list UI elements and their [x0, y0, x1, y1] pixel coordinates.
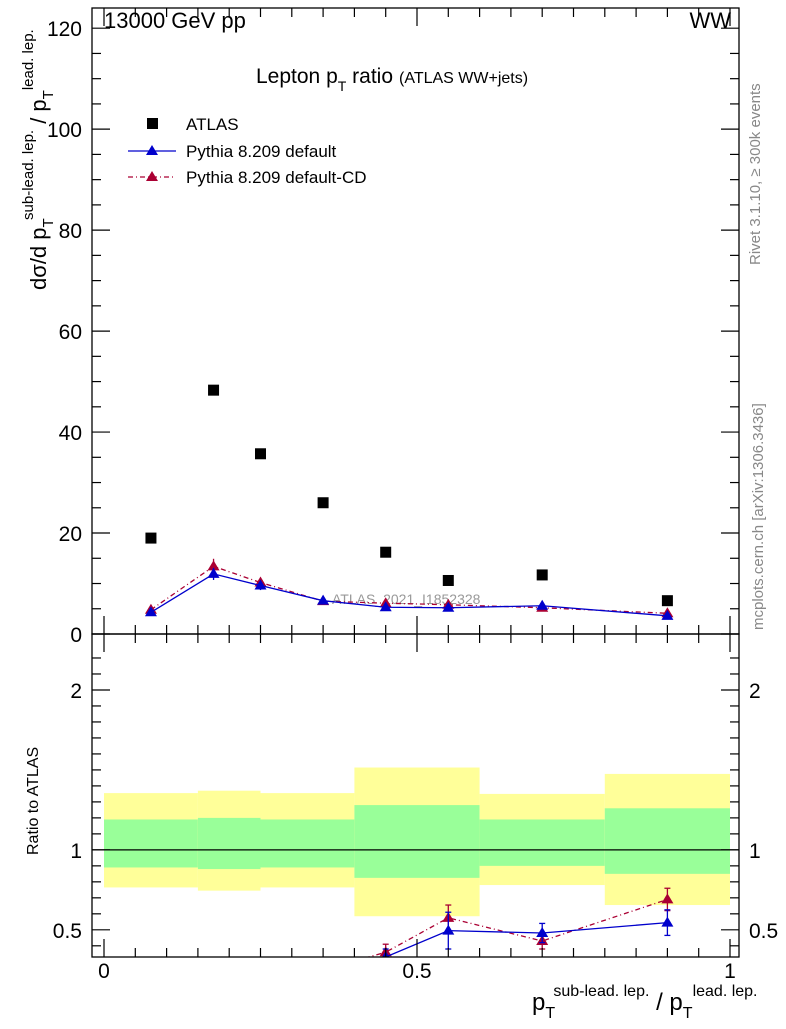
- x-axis-label-sup2: lead. lep.: [693, 983, 758, 1000]
- pythia-cd-ratio-point: [661, 893, 674, 904]
- pythia-default-ratio-point: [208, 964, 220, 974]
- atlas-point: [380, 546, 392, 558]
- ratio-tick-label-right: 2: [749, 680, 761, 703]
- x-axis-label-sub: T: [545, 1005, 555, 1022]
- x-tick-label: 1: [724, 960, 736, 983]
- band-inner: [104, 819, 198, 868]
- y-tick-label: 120: [47, 18, 82, 41]
- pythia-default-point: [207, 567, 220, 578]
- pythia-default-point: [442, 601, 455, 612]
- pythia-cd-ratio-point: [317, 964, 329, 974]
- main-panel-data: [144, 384, 674, 620]
- pythia-default-point: [317, 594, 330, 605]
- y-axis-label-slash: / p: [26, 99, 51, 130]
- pythia-default-point: [379, 601, 392, 612]
- header-left: 13000 GeV pp: [104, 8, 246, 33]
- main-frame: [91, 7, 740, 635]
- x-axis-label-sup: sub-lead. lep.: [553, 983, 649, 1000]
- atlas-point: [145, 532, 157, 544]
- chart-title-paren: (ATLAS WW+jets): [399, 70, 528, 87]
- y-axis-label-sup: sub-lead. lep.: [20, 130, 37, 220]
- legend-default-label: Pythia 8.209 default: [186, 142, 337, 161]
- x-tick-label: 0.5: [402, 960, 431, 983]
- atlas-point: [255, 448, 266, 460]
- y-axis-label: dσ/d pTsub-lead. lep. / pTlead. lep.: [20, 29, 57, 290]
- ratio-tick-label-left: 1: [70, 840, 82, 863]
- pythia-default-ratio-point: [317, 964, 329, 974]
- pythia-default-point: [536, 599, 549, 610]
- y-tick-label: 60: [59, 321, 82, 344]
- header-right: WW: [689, 8, 731, 33]
- pythia-default-point: [661, 609, 674, 620]
- atlas-point: [317, 497, 329, 509]
- pythia-default-ratio-point: [145, 967, 157, 977]
- y-axis-label-sub2: T: [40, 90, 57, 99]
- ratio-tick-label-right: 1: [749, 840, 761, 863]
- x-axis-label: pTsub-lead. lep. / pTlead. lep.: [532, 983, 758, 1022]
- band-inner: [604, 808, 730, 874]
- pythia-cd-line: [150, 565, 668, 614]
- ratio-axis-label: Ratio to ATLAS: [25, 747, 42, 855]
- pythia-default-ratio-point: [255, 961, 267, 971]
- atlas-point: [661, 595, 673, 607]
- legend-atlas-label: ATLAS: [186, 115, 239, 134]
- mcplots-label: mcplots.cern.ch [arXiv:1306.3436]: [750, 403, 767, 630]
- chart-title: Lepton pT ratio (ATLAS WW+jets): [256, 65, 528, 94]
- legend-atlas-marker: [147, 118, 158, 129]
- y-tick-label: 0: [70, 624, 82, 647]
- y-axis-label-sub: T: [40, 218, 57, 227]
- atlas-point: [208, 384, 220, 396]
- rivet-label: Rivet 3.1.10, ≥ 300k events: [747, 83, 764, 265]
- pythia-cd-ratio-point: [145, 964, 157, 974]
- pythia-default-line: [150, 573, 668, 617]
- pythia-default-point: [254, 579, 267, 590]
- legend-default-marker: [146, 145, 158, 155]
- ratio-tick-label-right: 0.5: [749, 920, 778, 943]
- chart-title-sub: T: [338, 78, 347, 94]
- pythia-default-ratio-point: [661, 916, 674, 927]
- ratio-tick-label-left: 2: [70, 680, 82, 703]
- y-tick-label: 20: [59, 523, 82, 546]
- band-inner: [260, 819, 355, 868]
- atlas-point: [536, 569, 548, 581]
- y-tick-label: 80: [59, 220, 82, 243]
- x-axis-label-sub2: T: [683, 1005, 693, 1022]
- chart-title-tail: ratio: [346, 65, 393, 88]
- legend-cd-marker: [146, 171, 158, 181]
- legend-cd-label: Pythia 8.209 default-CD: [186, 168, 367, 187]
- x-axis-label-base: p: [532, 989, 545, 1016]
- y-tick-label: 40: [59, 422, 82, 445]
- legend: ATLAS Pythia 8.209 default Pythia 8.209 …: [128, 115, 367, 187]
- pythia-cd-ratio-point: [255, 957, 267, 967]
- y-axis-label-sup2: lead. lep.: [20, 29, 37, 90]
- ratio-tick-label-left: 0.5: [53, 920, 82, 943]
- x-tick-label: 0: [98, 960, 110, 983]
- atlas-point: [442, 574, 454, 586]
- y-axis-label-base: dσ/d p: [26, 227, 51, 290]
- pythia-cd-ratio-point: [208, 959, 220, 969]
- band-inner: [479, 819, 605, 866]
- pythia-default-point: [144, 606, 157, 617]
- band-inner: [197, 817, 261, 870]
- ratio-bands: [104, 767, 730, 917]
- band-inner: [354, 805, 480, 878]
- pythia-default-ratio-point: [442, 924, 455, 935]
- x-axis-label-slash: / p: [649, 989, 682, 1016]
- ratio-frame: [91, 633, 740, 958]
- y-tick-label: 100: [47, 119, 82, 142]
- pythia-default-ratio-line: [382, 921, 668, 957]
- watermark: ATLAS_2021_I1852328: [332, 591, 481, 607]
- pythia-cd-point: [207, 560, 220, 571]
- chart-title-main: Lepton p: [256, 65, 338, 88]
- pythia-default-ratio-point: [536, 927, 549, 938]
